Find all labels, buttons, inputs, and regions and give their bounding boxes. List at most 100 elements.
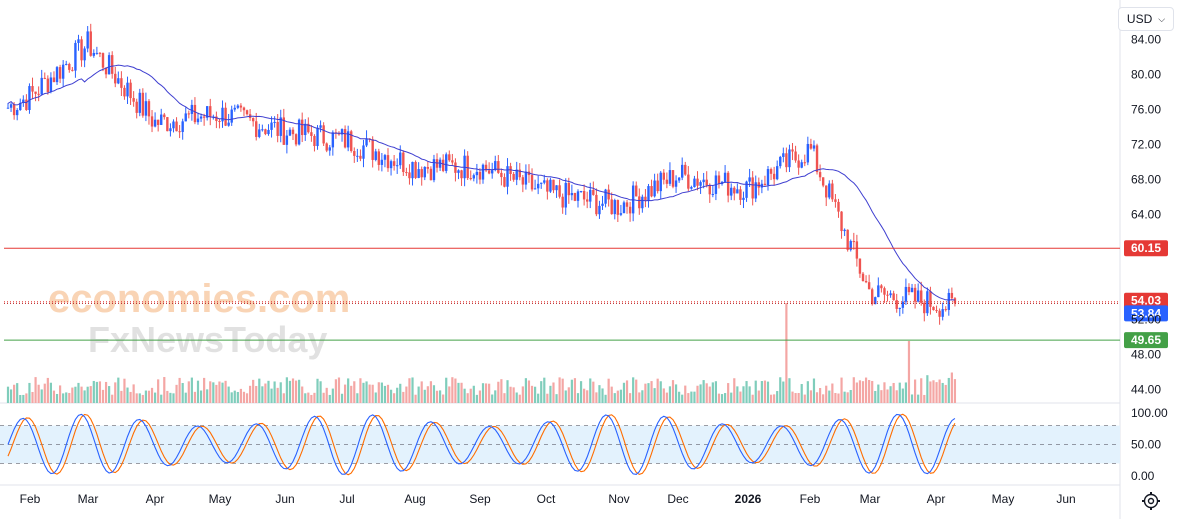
candle-body — [503, 177, 506, 187]
volume-bar — [86, 386, 89, 403]
candle-body — [595, 194, 598, 215]
candle-body — [524, 171, 528, 185]
volume-bar — [239, 388, 243, 403]
volume-bar — [530, 385, 534, 403]
candle-body — [196, 118, 200, 123]
candle-body — [481, 164, 485, 180]
volume-bar — [298, 379, 301, 403]
candle-body — [175, 121, 178, 132]
volume-bar — [864, 377, 868, 403]
candle-body — [451, 160, 454, 163]
candle-body — [800, 162, 803, 168]
volume-bar — [77, 382, 80, 403]
watermark-line2: FxNewsToday — [88, 319, 327, 360]
volume-bar — [460, 382, 463, 403]
volume-bar — [923, 394, 926, 403]
currency-selector[interactable]: USD ⌵ — [1118, 7, 1174, 31]
volume-bar — [248, 385, 252, 403]
candle-body — [98, 52, 102, 54]
candle-body — [138, 92, 141, 113]
volume-bar — [31, 391, 34, 403]
volume-bar — [926, 375, 929, 403]
candle-body — [184, 113, 187, 122]
candle-body — [561, 196, 564, 208]
candle-body — [751, 177, 754, 199]
volume-bar — [178, 377, 181, 403]
volume-bar — [776, 391, 779, 403]
candle-body — [687, 174, 690, 189]
volume-bar — [343, 384, 347, 403]
candle-body — [359, 155, 362, 159]
candle-body — [181, 121, 184, 132]
volume-bar — [28, 382, 31, 403]
volume-bar — [497, 381, 500, 403]
candle-body — [251, 118, 255, 122]
volume-bar — [917, 394, 920, 403]
volume-bar — [218, 381, 221, 403]
volume-bar — [527, 380, 531, 403]
volume-bar — [641, 390, 644, 403]
gear-icon[interactable] — [1140, 490, 1162, 512]
volume-bar — [920, 378, 923, 403]
volume-bar — [71, 387, 74, 403]
volume-bar — [647, 383, 650, 403]
volume-bar — [175, 384, 178, 403]
time-tick-label: Jun — [275, 492, 294, 506]
volume-bar — [190, 377, 193, 403]
volume-bar — [9, 389, 13, 403]
candle-body — [331, 132, 335, 148]
candle-body — [904, 286, 908, 302]
volume-bar — [576, 393, 580, 403]
volume-bar — [236, 391, 239, 403]
volume-bar — [377, 382, 380, 403]
candle-body — [242, 107, 246, 111]
volume-bar — [46, 377, 49, 403]
volume-bar — [622, 382, 626, 403]
stochastic-pane — [0, 413, 1120, 476]
stoch-tick-label: 50.00 — [1131, 438, 1161, 452]
candle-body — [742, 197, 745, 200]
volume-bar — [423, 389, 426, 403]
chevron-down-icon: ⌵ — [1158, 13, 1166, 24]
time-tick-label: May — [209, 492, 232, 506]
volume-bar — [325, 387, 328, 403]
candle-body — [68, 63, 71, 70]
volume-bar — [49, 382, 53, 403]
price-tick-label: 80.00 — [1131, 68, 1161, 82]
volume-bar — [678, 391, 681, 403]
volume-bar — [589, 378, 592, 403]
volume-bar — [147, 390, 151, 403]
volume-bar — [837, 393, 840, 403]
volume-bar — [80, 386, 83, 403]
candle-body — [855, 241, 859, 259]
candle-body — [693, 178, 696, 188]
volume-bar — [141, 394, 144, 403]
candle-body — [616, 200, 620, 215]
volume-bar — [561, 378, 564, 403]
candle-body — [818, 172, 822, 178]
candle-body — [592, 189, 595, 195]
candle-body — [414, 161, 417, 178]
candle-body — [843, 229, 846, 232]
candle-body — [929, 291, 932, 307]
volume-bar — [157, 379, 160, 403]
volume-bar — [442, 394, 445, 403]
volume-bar — [543, 377, 546, 403]
volume-bar — [822, 394, 825, 403]
volume-bar — [849, 389, 852, 403]
volume-bar — [92, 380, 95, 403]
volume-bar — [34, 377, 37, 403]
volume-bar — [708, 386, 711, 403]
candle-body — [55, 67, 59, 83]
candle-body — [221, 107, 224, 122]
candle-body — [736, 189, 739, 194]
candle-body — [886, 294, 889, 296]
volume-bar — [512, 387, 515, 403]
volume-bar — [408, 378, 411, 403]
candle-body — [80, 39, 83, 61]
volume-bar — [861, 381, 865, 403]
volume-bar — [429, 381, 433, 403]
time-tick-label: Jun — [1056, 492, 1075, 506]
candle-body — [665, 179, 669, 184]
